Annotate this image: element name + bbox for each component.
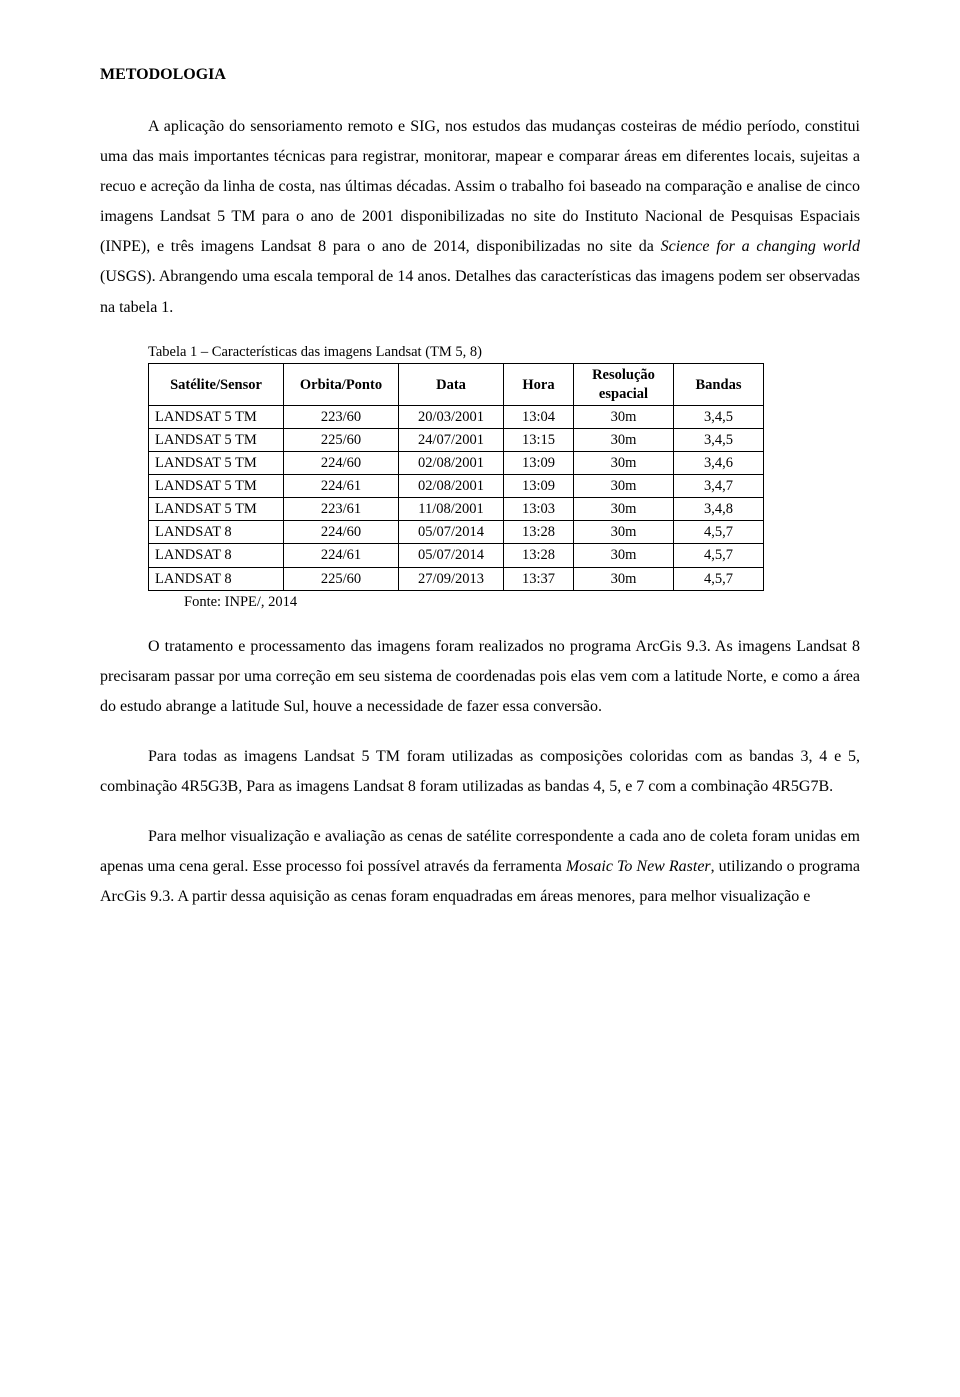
table-cell: 224/60	[284, 521, 399, 544]
table-cell: 223/60	[284, 405, 399, 428]
table-cell: 3,4,5	[674, 428, 764, 451]
table-cell: 223/61	[284, 498, 399, 521]
table-cell: 224/60	[284, 451, 399, 474]
paragraph-intro: A aplicação do sensoriamento remoto e SI…	[100, 112, 860, 323]
table-cell: 05/07/2014	[399, 544, 504, 567]
table-cell: LANDSAT 8	[149, 567, 284, 590]
table-cell: 225/60	[284, 428, 399, 451]
table-cell: 30m	[574, 521, 674, 544]
table-cell: LANDSAT 5 TM	[149, 428, 284, 451]
col-header-sensor: Satélite/Sensor	[149, 364, 284, 405]
table-cell: 02/08/2001	[399, 475, 504, 498]
table-cell: 225/60	[284, 567, 399, 590]
table-header-row: Satélite/Sensor Orbita/Ponto Data Hora R…	[149, 364, 764, 405]
table-cell: 30m	[574, 498, 674, 521]
landsat-table: Satélite/Sensor Orbita/Ponto Data Hora R…	[148, 363, 764, 590]
paragraph-intro-part-b: (USGS). Abrangendo uma escala temporal d…	[100, 268, 860, 315]
table-cell: 27/09/2013	[399, 567, 504, 590]
table-cell: 3,4,7	[674, 475, 764, 498]
table-cell: LANDSAT 5 TM	[149, 451, 284, 474]
table-row: LANDSAT 8225/6027/09/201313:3730m4,5,7	[149, 567, 764, 590]
table-row: LANDSAT 5 TM225/6024/07/200113:1530m3,4,…	[149, 428, 764, 451]
table-cell: 30m	[574, 428, 674, 451]
table-cell: 11/08/2001	[399, 498, 504, 521]
table-cell: 4,5,7	[674, 544, 764, 567]
table-cell: 224/61	[284, 475, 399, 498]
table-body: LANDSAT 5 TM223/6020/03/200113:0430m3,4,…	[149, 405, 764, 590]
table-cell: LANDSAT 5 TM	[149, 405, 284, 428]
table-row: LANDSAT 5 TM224/6102/08/200113:0930m3,4,…	[149, 475, 764, 498]
table-row: LANDSAT 8224/6005/07/201413:2830m4,5,7	[149, 521, 764, 544]
table-caption: Tabela 1 – Características das imagens L…	[100, 343, 860, 362]
paragraph-mosaic-italic: Mosaic To New Raster	[566, 858, 711, 875]
table-cell: 13:37	[504, 567, 574, 590]
table-cell: 13:09	[504, 451, 574, 474]
table-source: Fonte: INPE/, 2014	[100, 593, 860, 612]
table-cell: 3,4,8	[674, 498, 764, 521]
table-cell: 13:28	[504, 544, 574, 567]
table-cell: 13:03	[504, 498, 574, 521]
table-cell: 30m	[574, 475, 674, 498]
table-cell: 30m	[574, 567, 674, 590]
table-cell: 30m	[574, 451, 674, 474]
table-cell: 20/03/2001	[399, 405, 504, 428]
table-row: LANDSAT 5 TM224/6002/08/200113:0930m3,4,…	[149, 451, 764, 474]
table-row: LANDSAT 5 TM223/6111/08/200113:0330m3,4,…	[149, 498, 764, 521]
table-cell: LANDSAT 8	[149, 521, 284, 544]
table-cell: 02/08/2001	[399, 451, 504, 474]
section-heading: METODOLOGIA	[100, 60, 860, 90]
col-header-bandas: Bandas	[674, 364, 764, 405]
table-cell: LANDSAT 5 TM	[149, 475, 284, 498]
table-cell: 4,5,7	[674, 521, 764, 544]
paragraph-bands: Para todas as imagens Landsat 5 TM foram…	[100, 742, 860, 802]
col-header-hora: Hora	[504, 364, 574, 405]
table-row: LANDSAT 5 TM223/6020/03/200113:0430m3,4,…	[149, 405, 764, 428]
table-cell: 13:28	[504, 521, 574, 544]
table-cell: 30m	[574, 544, 674, 567]
table-cell: 13:09	[504, 475, 574, 498]
paragraph-processing: O tratamento e processamento das imagens…	[100, 632, 860, 722]
table-cell: 13:04	[504, 405, 574, 428]
col-header-resolucao: Resolução espacial	[574, 364, 674, 405]
col-header-data: Data	[399, 364, 504, 405]
table-cell: 4,5,7	[674, 567, 764, 590]
table-cell: 13:15	[504, 428, 574, 451]
paragraph-mosaic: Para melhor visualização e avaliação as …	[100, 822, 860, 912]
paragraph-intro-italic: Science for a changing world	[661, 238, 860, 255]
table-cell: LANDSAT 5 TM	[149, 498, 284, 521]
table-cell: 24/07/2001	[399, 428, 504, 451]
paragraph-intro-part-a: A aplicação do sensoriamento remoto e SI…	[100, 118, 860, 255]
table-row: LANDSAT 8224/6105/07/201413:2830m4,5,7	[149, 544, 764, 567]
table-cell: 3,4,6	[674, 451, 764, 474]
table-cell: 05/07/2014	[399, 521, 504, 544]
table-cell: 224/61	[284, 544, 399, 567]
table-cell: LANDSAT 8	[149, 544, 284, 567]
table-cell: 30m	[574, 405, 674, 428]
table-cell: 3,4,5	[674, 405, 764, 428]
col-header-orbita: Orbita/Ponto	[284, 364, 399, 405]
